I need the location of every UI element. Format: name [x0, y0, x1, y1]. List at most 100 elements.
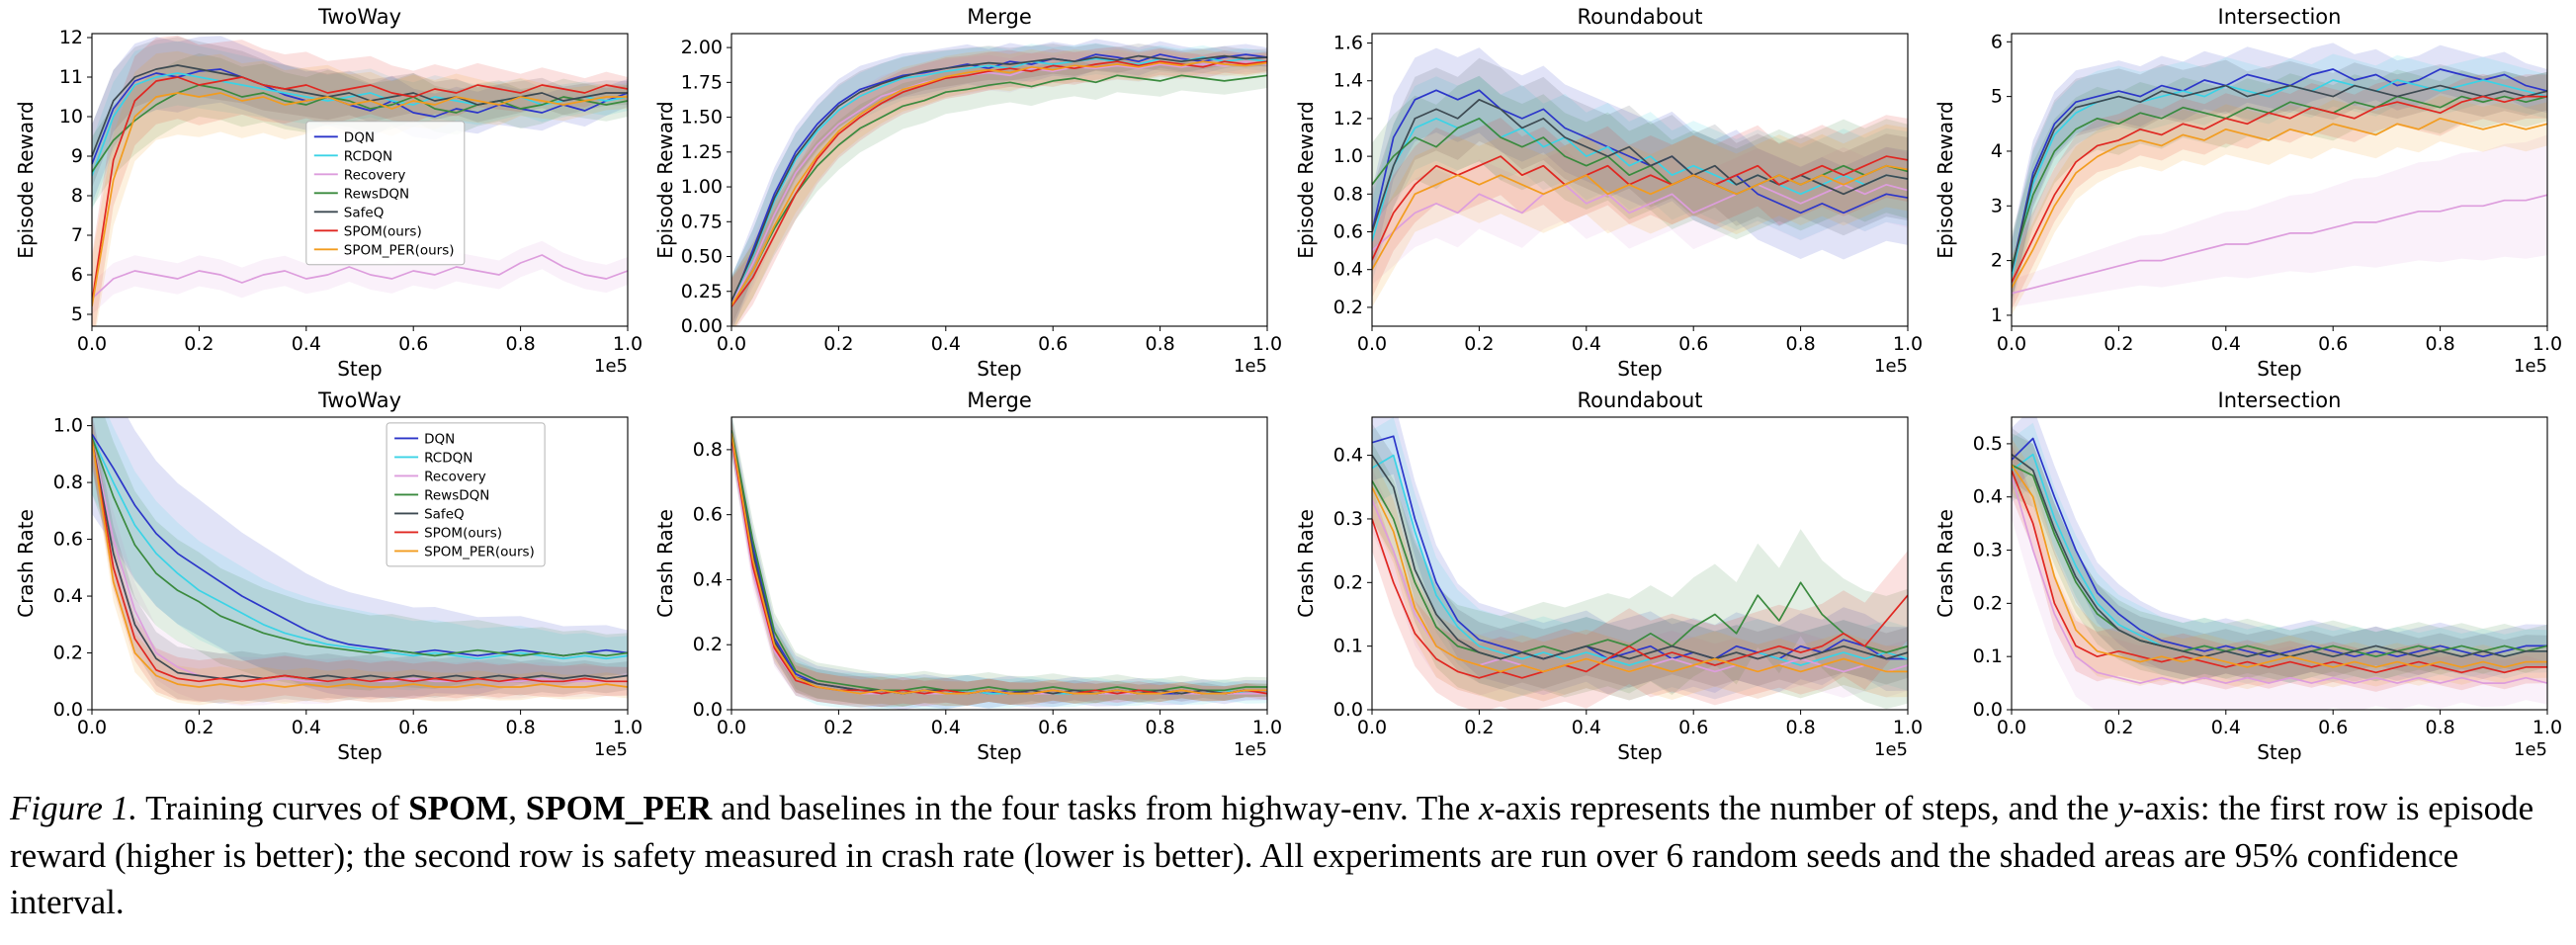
- subplot-reward-roundabout-canvas: 0.0 0.2 0.4 0.6 0.8 1.0 0.2 0.4 0.6 0.8 1.0 1.2 1.4 1…: [1295, 5, 1922, 381]
- svg-text:Roundabout: Roundabout: [1577, 388, 1702, 412]
- svg-text:0.2: 0.2: [1464, 717, 1494, 738]
- svg-text:0.2: 0.2: [53, 643, 83, 664]
- caption-segment: Training curves of: [136, 789, 409, 827]
- svg-text:Crash Rate: Crash Rate: [15, 509, 38, 618]
- svg-text:1.2: 1.2: [1333, 108, 1363, 129]
- svg-text:0.1: 0.1: [1973, 645, 2003, 667]
- svg-text:1.6: 1.6: [1333, 33, 1363, 54]
- svg-text:0.6: 0.6: [398, 333, 428, 355]
- svg-text:0.0: 0.0: [1333, 699, 1363, 721]
- caption-segment: ,: [508, 789, 526, 827]
- svg-text:Step: Step: [2257, 740, 2302, 764]
- svg-text:0.6: 0.6: [2318, 717, 2348, 738]
- svg-text:0.2: 0.2: [2104, 333, 2134, 355]
- svg-text:0.0: 0.0: [1973, 699, 2003, 721]
- svg-text:0.8: 0.8: [2426, 333, 2455, 355]
- svg-text:Crash Rate: Crash Rate: [1295, 509, 1318, 618]
- figure-caption: Figure 1. Training curves of SPOM, SPOM_…: [0, 771, 2576, 926]
- svg-text:Step: Step: [337, 740, 383, 764]
- svg-text:Step: Step: [1617, 740, 1663, 764]
- svg-text:Episode Reward: Episode Reward: [15, 101, 38, 258]
- svg-text:1.0: 1.0: [1333, 145, 1363, 167]
- svg-text:1.0: 1.0: [2533, 717, 2561, 738]
- svg-text:0.2: 0.2: [693, 634, 723, 655]
- svg-text:0.4: 0.4: [1333, 445, 1363, 467]
- svg-text:0.6: 0.6: [1678, 717, 1708, 738]
- svg-text:0.1: 0.1: [1333, 636, 1363, 657]
- subplot-crash-twoway-canvas: 0.0 0.2 0.4 0.6 0.8 1.0 0.0 0.2 0.4 0.6 0.8 1.0 TwoW…: [15, 388, 642, 764]
- svg-text:Episode Reward: Episode Reward: [1295, 101, 1318, 258]
- svg-text:0.0: 0.0: [717, 333, 746, 355]
- svg-text:7: 7: [71, 224, 83, 246]
- svg-text:Crash Rate: Crash Rate: [1934, 509, 1957, 618]
- svg-text:1e5: 1e5: [1234, 739, 1267, 760]
- svg-text:0.6: 0.6: [1333, 221, 1363, 243]
- svg-text:Merge: Merge: [967, 5, 1032, 29]
- svg-text:Intersection: Intersection: [2218, 388, 2342, 412]
- caption-segment: and baselines in the four tasks from hig…: [712, 789, 1479, 827]
- caption-segment: x: [1478, 789, 1495, 827]
- svg-text:1e5: 1e5: [1874, 739, 1908, 760]
- subplot-crash-merge: 0.0 0.2 0.4 0.6 0.8 1.0 0.0 0.2 0.4 0.6 0.8 Merge St…: [648, 387, 1289, 771]
- svg-text:SafeQ: SafeQ: [344, 205, 385, 220]
- caption-segment: SPOM_PER: [525, 789, 713, 827]
- svg-text:Step: Step: [977, 740, 1022, 764]
- subplot-crash-intersection: 0.0 0.2 0.4 0.6 0.8 1.0 0.0 0.1 0.2 0.3 0.4 0.5 Inte…: [1929, 387, 2569, 771]
- svg-text:0.3: 0.3: [1333, 508, 1363, 530]
- svg-text:SPOM(ours): SPOM(ours): [424, 525, 502, 541]
- svg-text:1.0: 1.0: [53, 415, 83, 437]
- svg-text:SPOM(ours): SPOM(ours): [344, 223, 422, 239]
- svg-text:6: 6: [1991, 31, 2003, 52]
- svg-text:0.0: 0.0: [1357, 333, 1387, 355]
- svg-text:0.8: 0.8: [505, 333, 535, 355]
- svg-text:DQN: DQN: [344, 129, 375, 145]
- svg-text:0.4: 0.4: [1973, 486, 2003, 508]
- svg-text:0.6: 0.6: [1038, 333, 1068, 355]
- svg-text:Step: Step: [1617, 357, 1663, 381]
- svg-text:1e5: 1e5: [1874, 356, 1908, 377]
- svg-text:Crash Rate: Crash Rate: [654, 509, 677, 618]
- svg-text:RewsDQN: RewsDQN: [424, 487, 489, 503]
- svg-text:0.4: 0.4: [291, 333, 320, 355]
- svg-text:Intersection: Intersection: [2218, 5, 2342, 29]
- svg-text:0.0: 0.0: [1357, 717, 1387, 738]
- svg-text:0.4: 0.4: [931, 333, 961, 355]
- subplot-reward-twoway: 0.0 0.2 0.4 0.6 0.8 1.0 5 6 7 8 9 10 11 12 TwoWay Step 1…: [8, 4, 648, 387]
- svg-text:0.6: 0.6: [53, 529, 83, 551]
- charts-grid: 0.0 0.2 0.4 0.6 0.8 1.0 5 6 7 8 9 10 11 12 TwoWay Step 1…: [8, 4, 2569, 771]
- svg-text:0.2: 0.2: [824, 717, 854, 738]
- subplot-crash-roundabout-canvas: 0.0 0.2 0.4 0.6 0.8 1.0 0.0 0.1 0.2 0.3 0.4 Roundab…: [1295, 388, 1922, 764]
- svg-text:0.8: 0.8: [2426, 717, 2455, 738]
- svg-text:0.4: 0.4: [693, 568, 723, 590]
- svg-text:RCDQN: RCDQN: [424, 450, 472, 466]
- svg-text:11: 11: [59, 66, 83, 88]
- svg-text:Recovery: Recovery: [344, 167, 406, 183]
- subplot-crash-twoway: 0.0 0.2 0.4 0.6 0.8 1.0 0.0 0.2 0.4 0.6 0.8 1.0 TwoW…: [8, 387, 648, 771]
- svg-text:1e5: 1e5: [594, 739, 628, 760]
- caption-segment: -axis: the first row is episode reward (…: [10, 789, 2534, 922]
- svg-text:0.0: 0.0: [693, 699, 723, 721]
- svg-text:Recovery: Recovery: [424, 469, 486, 484]
- svg-text:0.4: 0.4: [1333, 259, 1363, 281]
- svg-text:TwoWay: TwoWay: [317, 5, 401, 29]
- svg-text:0.8: 0.8: [1785, 717, 1815, 738]
- svg-text:1.0: 1.0: [1252, 717, 1281, 738]
- svg-text:5: 5: [1991, 86, 2003, 108]
- svg-text:0.6: 0.6: [693, 504, 723, 526]
- svg-text:0.8: 0.8: [1785, 333, 1815, 355]
- subplot-reward-intersection: 0.0 0.2 0.4 0.6 0.8 1.0 1 2 3 4 5 6 Intersection Step…: [1929, 4, 2569, 387]
- svg-text:0.4: 0.4: [2211, 717, 2241, 738]
- svg-text:Episode Reward: Episode Reward: [654, 101, 677, 258]
- svg-text:TwoWay: TwoWay: [317, 388, 401, 412]
- svg-text:0.2: 0.2: [2104, 717, 2134, 738]
- svg-text:0.75: 0.75: [681, 211, 723, 232]
- svg-text:0.8: 0.8: [1146, 717, 1175, 738]
- svg-text:0.0: 0.0: [717, 717, 746, 738]
- svg-text:1e5: 1e5: [594, 356, 628, 377]
- svg-text:2.00: 2.00: [681, 37, 723, 58]
- subplot-reward-twoway-canvas: 0.0 0.2 0.4 0.6 0.8 1.0 5 6 7 8 9 10 11 12 TwoWay Step 1…: [15, 5, 642, 381]
- svg-text:1e5: 1e5: [2514, 739, 2547, 760]
- svg-text:RewsDQN: RewsDQN: [344, 186, 409, 202]
- svg-text:DQN: DQN: [424, 431, 455, 447]
- svg-text:0.4: 0.4: [291, 717, 320, 738]
